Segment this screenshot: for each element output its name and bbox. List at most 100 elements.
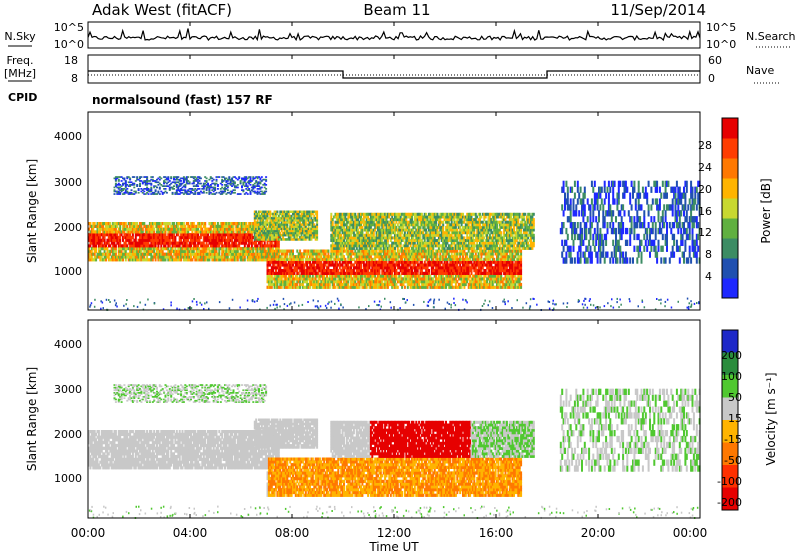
heatmap-cell	[107, 244, 110, 248]
heatmap-cell	[334, 280, 337, 284]
heatmap-cell	[368, 263, 371, 267]
heatmap-cell	[351, 228, 354, 232]
heatmap-cell	[267, 249, 270, 253]
heatmap-cell	[103, 227, 106, 231]
heatmap-cell	[445, 249, 447, 253]
heatmap-cell	[333, 257, 336, 261]
heatmap-cell	[398, 252, 401, 256]
heatmap-cell	[378, 220, 381, 224]
heatmap-cell	[168, 238, 171, 242]
heatmap-cell	[375, 220, 378, 224]
heatmap-cell	[442, 274, 445, 278]
heatmap-cell	[365, 252, 368, 256]
heatmap-cell	[415, 282, 418, 287]
heatmap-cell	[282, 233, 285, 237]
heatmap-cell	[260, 252, 263, 256]
heatmap-cell	[443, 285, 446, 289]
heatmap-cell	[446, 263, 449, 267]
heatmap-cell	[212, 241, 215, 245]
heatmap-cell	[505, 252, 508, 256]
heatmap-cell	[184, 230, 187, 234]
heatmap-cell	[310, 233, 313, 237]
heatmap-cell	[231, 244, 234, 248]
heatmap-cell	[225, 258, 228, 262]
heatmap-cell	[445, 266, 447, 270]
heatmap-cell	[266, 274, 269, 278]
heatmap-cell	[483, 277, 486, 281]
heatmap-cell	[520, 252, 523, 256]
heatmap-cell	[286, 257, 289, 261]
heatmap-cell	[262, 212, 265, 216]
heatmap-cell	[354, 225, 357, 229]
heatmap-cell	[411, 257, 413, 261]
heatmap-cell	[236, 227, 239, 231]
heatmap-cell	[100, 258, 103, 262]
heatmap-cell	[153, 222, 156, 226]
heatmap-cell	[326, 282, 328, 287]
heatmap-cell	[341, 263, 344, 267]
heatmap-cell	[192, 224, 195, 228]
heatmap-cell	[313, 266, 316, 270]
heatmap-cell	[284, 282, 287, 287]
heatmap-cell	[238, 222, 241, 226]
heatmap-cell	[365, 231, 368, 235]
heatmap-cell	[119, 249, 122, 253]
heatmap-cell	[190, 224, 192, 228]
heatmap-cell	[462, 277, 464, 281]
heatmap-cell	[435, 255, 438, 259]
heatmap-cell	[341, 218, 344, 222]
heatmap-cell	[351, 269, 354, 273]
heatmap-cell	[439, 263, 442, 267]
heatmap-cell	[133, 230, 136, 234]
heatmap-cell	[365, 257, 368, 261]
heatmap-cell	[365, 239, 368, 242]
heatmap-cell	[192, 238, 195, 242]
heatmap-cell	[335, 212, 338, 216]
heatmap-cell	[297, 225, 300, 228]
heatmap-cell	[296, 238, 299, 241]
heatmap-cell	[296, 214, 299, 218]
heatmap-cell	[361, 239, 364, 242]
heatmap-cell	[297, 260, 300, 264]
heatmap-cell	[192, 233, 195, 237]
heatmap-cell	[371, 228, 374, 232]
heatmap-cell	[117, 258, 120, 262]
heatmap-cell	[277, 238, 280, 241]
heatmap-cell	[202, 252, 205, 256]
heatmap-cell	[296, 257, 299, 261]
heatmap-cell	[473, 257, 476, 261]
heatmap-cell	[96, 235, 99, 240]
heatmap-cell	[517, 263, 520, 267]
heatmap-cell	[375, 244, 378, 248]
heatmap-cell	[239, 255, 242, 259]
heatmap-cell	[351, 236, 354, 240]
heatmap-cell	[260, 221, 263, 224]
heatmap-cell	[258, 258, 260, 262]
heatmap-cell	[174, 224, 177, 228]
heatmap-cell	[326, 271, 328, 275]
heatmap-cell	[275, 216, 277, 220]
heatmap-cell	[416, 255, 419, 259]
heatmap-cell	[105, 255, 107, 259]
heatmap-cell	[470, 280, 473, 284]
heatmap-cell	[503, 257, 506, 261]
heatmap-cell	[207, 252, 209, 256]
heatmap-cell	[415, 271, 418, 275]
heatmap-cell	[262, 247, 265, 251]
heatmap-cell	[372, 241, 375, 245]
heatmap-cell	[338, 228, 341, 232]
heatmap-cell	[442, 252, 445, 256]
heatmap-cell	[311, 223, 314, 226]
heatmap-cell	[334, 263, 337, 267]
heatmap-cell	[289, 269, 292, 273]
heatmap-cell	[156, 252, 158, 256]
heatmap-cell	[276, 212, 279, 216]
heatmap-cell	[293, 212, 296, 216]
heatmap-cell	[215, 230, 218, 234]
heatmap-cell	[452, 266, 455, 270]
heatmap-cell	[488, 266, 491, 270]
heatmap-cell	[160, 255, 163, 259]
heatmap-cell	[260, 227, 263, 231]
heatmap-cell	[255, 227, 258, 231]
heatmap-cell	[343, 231, 345, 235]
